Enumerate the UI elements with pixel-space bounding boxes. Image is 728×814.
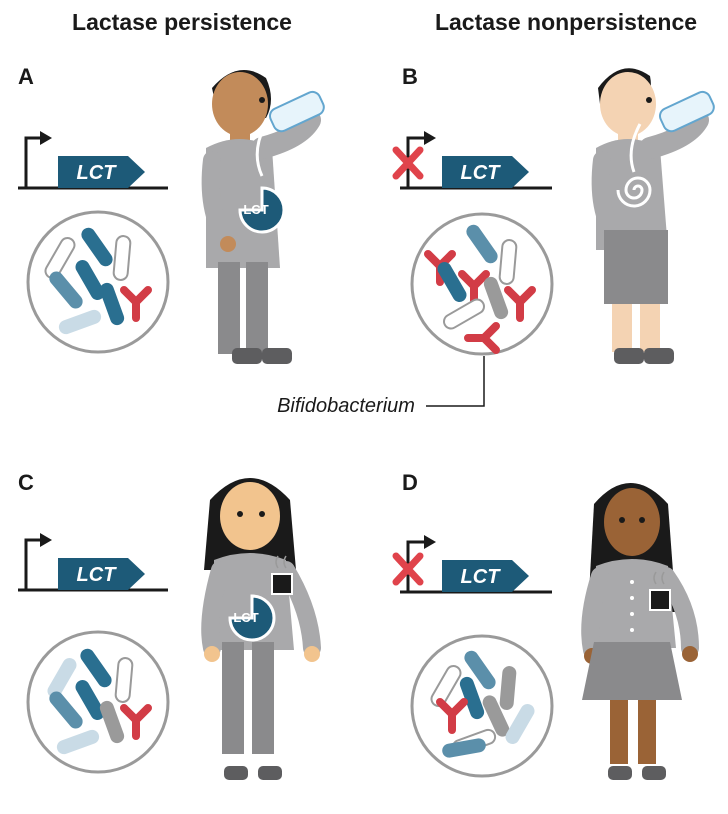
- bifidobacterium-label: Bifidobacterium: [277, 395, 415, 417]
- lct-enzyme-badge: [238, 186, 286, 234]
- milk-bottle-icon: [268, 90, 325, 133]
- panel-c-label: C: [18, 470, 34, 495]
- skirt: [582, 642, 682, 700]
- coffee-mug-icon: [271, 573, 293, 595]
- promoter-arrow-icon: [406, 540, 430, 592]
- panel-d-gene: LCT: [392, 535, 552, 594]
- lct-gene-label: LCT: [461, 566, 502, 588]
- panel-c-gene: LCT: [18, 533, 168, 592]
- header-lactase-nonpersistence: Lactase nonpersistence: [435, 9, 697, 35]
- spiral-discomfort-icon: [616, 176, 652, 208]
- person-d-with-coffee: [581, 483, 699, 780]
- lct-gene-arrow: [442, 156, 529, 188]
- steam-icon: [275, 555, 287, 569]
- gut-microbiome-circle: [410, 634, 554, 778]
- face: [604, 488, 660, 556]
- panel-b-gene: LCT: [392, 131, 552, 190]
- blocked-x-icon: [392, 552, 424, 586]
- panel-a-gene: LCT: [18, 131, 168, 190]
- callout-line: [426, 356, 485, 407]
- coffee-mug-icon: [649, 589, 671, 611]
- pants-right: [252, 642, 274, 754]
- pants-right: [246, 262, 268, 354]
- cardigan-buttons: [630, 580, 634, 632]
- shorts: [604, 230, 668, 304]
- lct-gene-label: LCT: [77, 162, 118, 184]
- panel-a-label: A: [18, 64, 34, 89]
- gut-microbiome-circle: [26, 630, 170, 774]
- face: [600, 72, 656, 136]
- lct-badge-label: LCT: [243, 202, 268, 217]
- panel-a: A LCT: [18, 64, 325, 364]
- panel-d: D LCT: [392, 470, 699, 780]
- header-lactase-persistence: Lactase persistence: [72, 9, 292, 35]
- panel-d-label: D: [402, 470, 418, 495]
- lct-enzyme-badge: [228, 594, 276, 642]
- panel-c: C LCT: [18, 470, 321, 780]
- panel-b-label: B: [402, 64, 418, 89]
- gut-microbiome-circle: [410, 212, 554, 356]
- pants-left: [218, 262, 240, 354]
- person-a-drinking-milk: LCT: [201, 70, 325, 364]
- steam-icon: [653, 571, 665, 585]
- milk-bottle-icon: [658, 90, 715, 133]
- lct-gene-label: LCT: [461, 162, 502, 184]
- face: [220, 482, 280, 550]
- lct-gene-label: LCT: [77, 564, 118, 586]
- person-b-drinking-milk: [591, 68, 715, 364]
- face: [212, 72, 268, 136]
- person-c-with-coffee: LCT: [201, 478, 321, 780]
- lct-gene-arrow: [58, 156, 145, 188]
- promoter-arrow-icon: [24, 136, 46, 188]
- pants-left: [222, 642, 244, 754]
- lct-gene-arrow: [58, 558, 145, 590]
- lct-gene-arrow: [442, 560, 529, 592]
- gut-microbiome-circle: [26, 210, 170, 354]
- blocked-x-icon: [392, 146, 424, 180]
- panel-b: B LCT: [392, 64, 715, 364]
- promoter-arrow-icon: [24, 538, 46, 590]
- promoter-arrow-icon: [406, 136, 430, 188]
- bifidobacterium-callout: Bifidobacterium: [277, 356, 485, 417]
- lct-badge-label: LCT: [233, 610, 258, 625]
